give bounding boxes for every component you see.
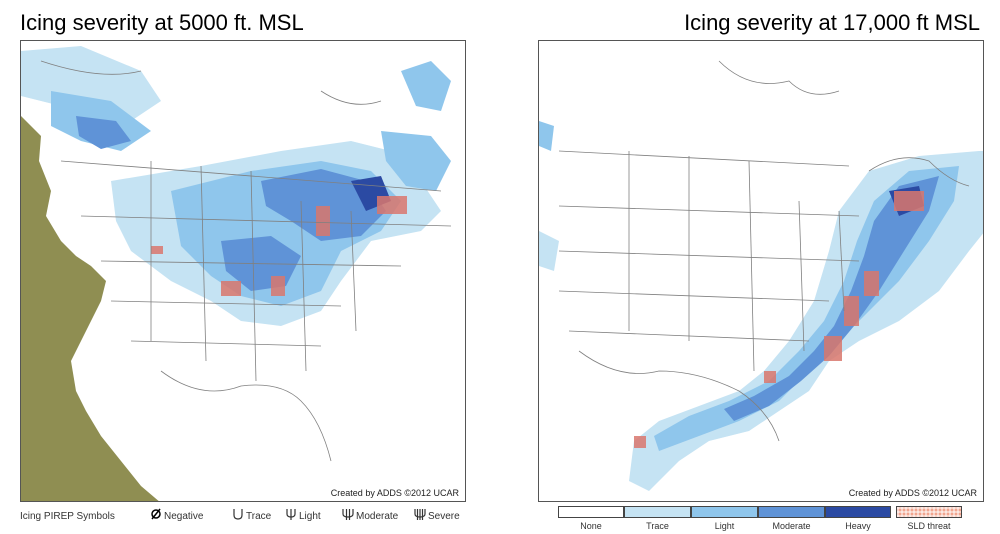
trace-pirep-icon <box>233 509 243 520</box>
severe-pirep-icon <box>414 509 426 520</box>
terrain-mask-5000ft <box>21 116 159 501</box>
pirep-legend-title: Icing PIREP Symbols <box>20 511 115 522</box>
map-credit-left: Created by ADDS ©2012 UCAR <box>328 488 461 498</box>
severity-label-sld: SLD threat <box>907 521 951 531</box>
left-map-title: Icing severity at 5000 ft. MSL <box>20 10 304 35</box>
pirep-moderate-label: Moderate <box>356 511 399 522</box>
pirep-legend: Icing PIREP Symbols Negative Trace Light… <box>20 505 466 529</box>
icing-map-5000ft[interactable]: Created by ADDS ©2012 UCAR <box>20 40 466 502</box>
severity-swatch-none <box>558 506 624 518</box>
severity-label-light: Light <box>714 521 735 531</box>
sld-threat-5000ft <box>151 196 407 296</box>
pirep-trace-label: Trace <box>246 511 272 522</box>
severity-label-none: None <box>580 521 602 531</box>
icing-field-17000ft <box>539 121 983 491</box>
severity-label-heavy: Heavy <box>845 521 871 531</box>
pirep-light-label: Light <box>299 511 321 522</box>
map-17000ft-canvas <box>539 60 983 491</box>
pirep-negative-label: Negative <box>164 511 204 522</box>
severity-label-trace: Trace <box>646 521 669 531</box>
light-pirep-icon <box>286 509 296 520</box>
severity-swatch-light <box>691 506 758 518</box>
severity-swatch-moderate <box>758 506 825 518</box>
state-borders-17000ft <box>558 60 970 442</box>
moderate-pirep-icon <box>342 509 354 520</box>
negative-pirep-icon <box>151 508 161 520</box>
state-borders-5000ft <box>40 60 452 462</box>
severity-swatch-sld <box>896 506 962 518</box>
severity-label-moderate: Moderate <box>772 521 811 531</box>
sld-threat-17000ft <box>634 191 924 448</box>
map-5000ft-canvas <box>21 46 452 501</box>
severity-swatch-heavy <box>825 506 891 518</box>
severity-swatch-trace <box>624 506 691 518</box>
map-credit-right: Created by ADDS ©2012 UCAR <box>846 488 979 498</box>
right-map-title: Icing severity at 17,000 ft MSL <box>684 10 980 35</box>
pirep-severe-label: Severe <box>428 511 460 522</box>
icing-map-17000ft[interactable]: Created by ADDS ©2012 UCAR <box>538 40 984 502</box>
severity-legend: None Trace Light Moderate Heavy SLD thre… <box>558 506 968 532</box>
